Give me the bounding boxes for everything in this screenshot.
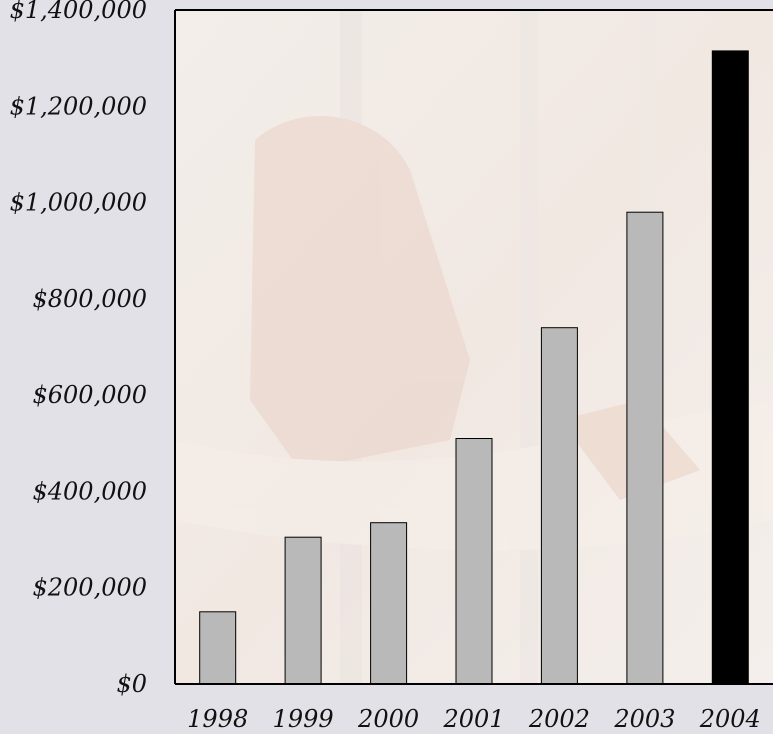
- bars-group: [199, 50, 749, 685]
- y-tick-label: $800,000: [32, 285, 147, 313]
- background-bar-shape: [520, 10, 538, 684]
- bar-2001: [455, 438, 493, 685]
- plot-area: [175, 10, 773, 685]
- x-tick-label: 1999: [273, 705, 334, 733]
- x-tick-label: 2001: [442, 705, 504, 733]
- y-tick-label: $1,000,000: [10, 189, 147, 217]
- bar-2004: [711, 50, 749, 685]
- x-tick-label: 2000: [357, 705, 419, 733]
- bar-2003: [626, 211, 664, 685]
- x-tick-label: 2004: [699, 705, 761, 733]
- y-tick-label: $200,000: [32, 574, 147, 602]
- bar-1998: [199, 611, 237, 685]
- x-tick-label: 2002: [528, 705, 590, 733]
- y-tick-label: $1,400,000: [10, 0, 147, 24]
- bar-2002: [540, 327, 578, 685]
- background-hand-shape: [250, 116, 470, 470]
- y-tick-label: $400,000: [32, 477, 147, 505]
- y-axis-tick-labels: $0 $200,000 $400,000 $600,000 $800,000 $1,000…: [10, 0, 147, 698]
- bar-2000: [370, 522, 408, 685]
- y-tick-label: $0: [116, 670, 147, 698]
- bar-1999: [284, 536, 322, 685]
- x-tick-label: 2003: [613, 705, 675, 733]
- y-tick-label: $600,000: [32, 381, 147, 409]
- y-tick-label: $1,200,000: [10, 92, 147, 120]
- x-tick-label: 1998: [187, 705, 248, 733]
- x-axis-tick-labels: 1998 1999 2000 2001 2002 2003 2004: [187, 705, 761, 733]
